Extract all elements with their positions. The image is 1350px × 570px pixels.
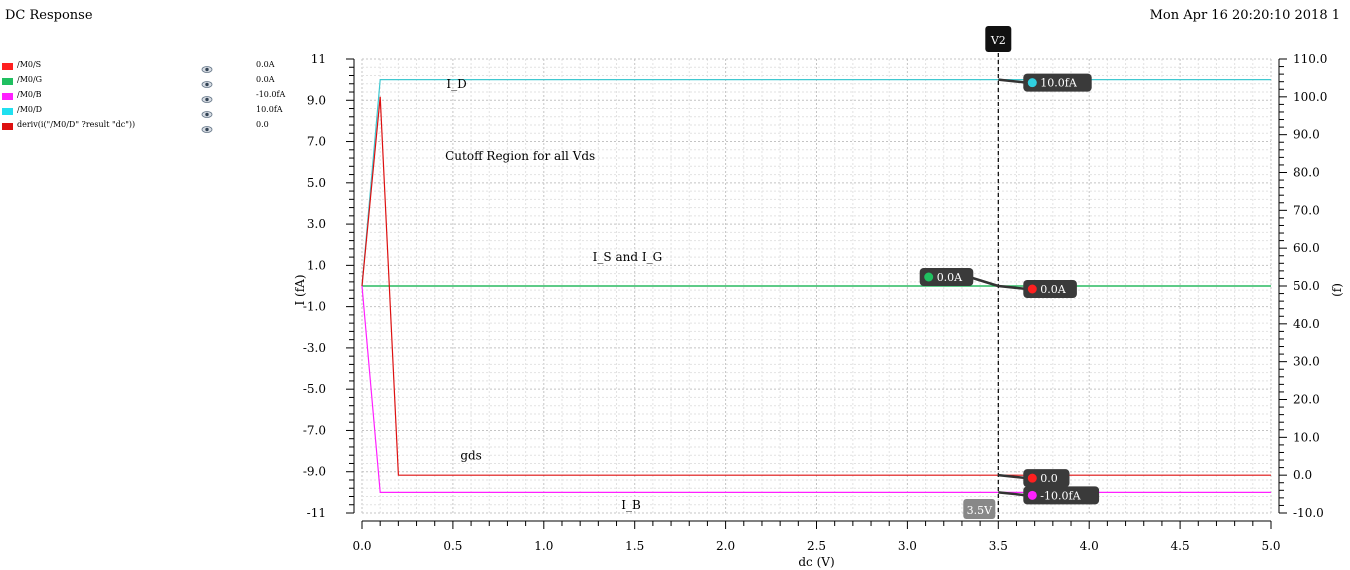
y2-tick-label: -10.0 [1293,506,1324,520]
y-tick-label: 5.0 [307,176,326,190]
marker-pointer [998,473,1028,480]
x-tick-label: 3.5 [989,539,1008,553]
legend-swatch [2,63,13,70]
y-tick-label: 7.0 [307,135,326,149]
legend-swatch [2,93,13,100]
y2-tick-label: 20.0 [1293,393,1320,407]
marker-pointer [998,78,1028,84]
y-tick-label: 9.0 [307,93,326,107]
marker-name-box [985,26,1012,52]
y2-tick-label: 110.0 [1293,52,1327,66]
annotation-label: gds [460,448,482,462]
x-tick-label: 1.5 [625,539,644,553]
legend-item[interactable]: /M0/B -10.0fA [2,90,302,104]
marker-value-dot [1027,78,1037,88]
legend-item[interactable]: /M0/G 0.0A [2,75,302,89]
marker-pointer [998,284,1028,291]
x-axis-label: dc (V) [798,555,834,569]
y-tick-label: -11 [307,506,326,520]
marker-value-box [919,268,974,286]
legend-item[interactable]: /M0/D 10.0fA [2,105,302,119]
legend-value: 0.0A [256,75,275,84]
y2-tick-label: 80.0 [1293,166,1320,180]
legend-value: 0.0A [256,60,275,69]
y2-axis-label: (f) [1330,283,1344,297]
marker-value-box [1023,486,1100,505]
legend-label: /M0/D [17,105,43,114]
series-line [361,96,1271,476]
window-title: DC Response [5,8,93,23]
y2-tick-label: 30.0 [1293,355,1320,369]
annotation-label: I_S and I_G [593,250,662,264]
annotation-label: Cutoff Region for all Vds [445,149,595,163]
marker-value-dot [1027,473,1037,483]
y-tick-label: 11 [311,52,326,66]
legend-swatch [2,78,13,85]
y-tick-label: -1.0 [303,300,326,314]
y2-tick-label: 40.0 [1293,317,1320,331]
marker-pointer [968,275,999,288]
x-tick-label: 5.0 [1261,539,1280,553]
marker-value-dot [1027,284,1037,294]
x-tick-label: 2.0 [716,539,735,553]
y-tick-label: -7.0 [303,423,326,437]
y2-tick-label: 50.0 [1293,279,1320,293]
legend-label: /M0/G [17,75,43,84]
y2-tick-label: 60.0 [1293,241,1320,255]
marker-value-label: 0.0A [937,271,963,284]
legend-value: 0.0 [256,120,269,129]
y-tick-label: 1.0 [307,258,326,272]
x-tick-label: 1.0 [534,539,553,553]
legend-label: deriv(i("/M0/D" ?result "dc")) [17,120,136,129]
x-tick-label: 3.0 [898,539,917,553]
x-tick-label: 0.0 [352,539,371,553]
y2-tick-label: 70.0 [1293,203,1320,217]
marker-value-dot [924,272,934,282]
marker-value-box [1023,73,1092,92]
eye-icon[interactable] [201,59,213,78]
legend-item[interactable]: /M0/S 0.0A [2,60,302,74]
y-tick-label: -9.0 [303,465,326,479]
x-tick-label: 4.0 [1080,539,1099,553]
annotation-label: I_D [446,77,466,91]
y2-tick-label: 100.0 [1293,90,1327,104]
y-axis-label: I (fA) [293,274,307,305]
legend-swatch [2,123,13,130]
legend-swatch [2,108,13,115]
timestamp: Mon Apr 16 20:20:10 2018 1 [1149,8,1340,23]
y-tick-label: -5.0 [303,382,326,396]
legend-value: 10.0fA [256,105,283,114]
marker-value-label: -10.0fA [1040,489,1081,502]
x-tick-label: 4.5 [1171,539,1190,553]
series-line [361,285,1271,493]
x-tick-label: 2.5 [807,539,826,553]
legend-label: /M0/S [17,60,42,69]
eye-icon[interactable] [201,74,213,93]
marker-pointer [998,491,1028,497]
eye-icon[interactable] [201,119,213,138]
annotation-label: I_B [621,498,641,512]
legend-value: -10.0fA [256,90,286,99]
marker-value-label: 0.0A [1040,283,1066,296]
legend-item[interactable]: deriv(i("/M0/D" ?result "dc")) 0.0 [2,120,302,134]
y2-tick-label: 90.0 [1293,128,1320,142]
marker-value-dot [1027,490,1037,500]
marker-name-label: V2 [990,34,1006,47]
x-tick-label: 0.5 [443,539,462,553]
marker-value-box [1023,280,1077,298]
marker-x-box [963,499,996,519]
legend-label: /M0/B [17,90,42,99]
y2-tick-label: 10.0 [1293,430,1320,444]
y2-tick-label: 0.0 [1293,468,1312,482]
marker-x-label: 3.5V [967,504,993,517]
marker-value-label: 0.0 [1040,472,1058,485]
eye-icon[interactable] [201,104,213,123]
marker-value-label: 10.0fA [1040,77,1078,90]
y-tick-label: -3.0 [303,341,326,355]
y-tick-label: 3.0 [307,217,326,231]
eye-icon[interactable] [201,89,213,108]
marker-value-box [1023,469,1070,488]
